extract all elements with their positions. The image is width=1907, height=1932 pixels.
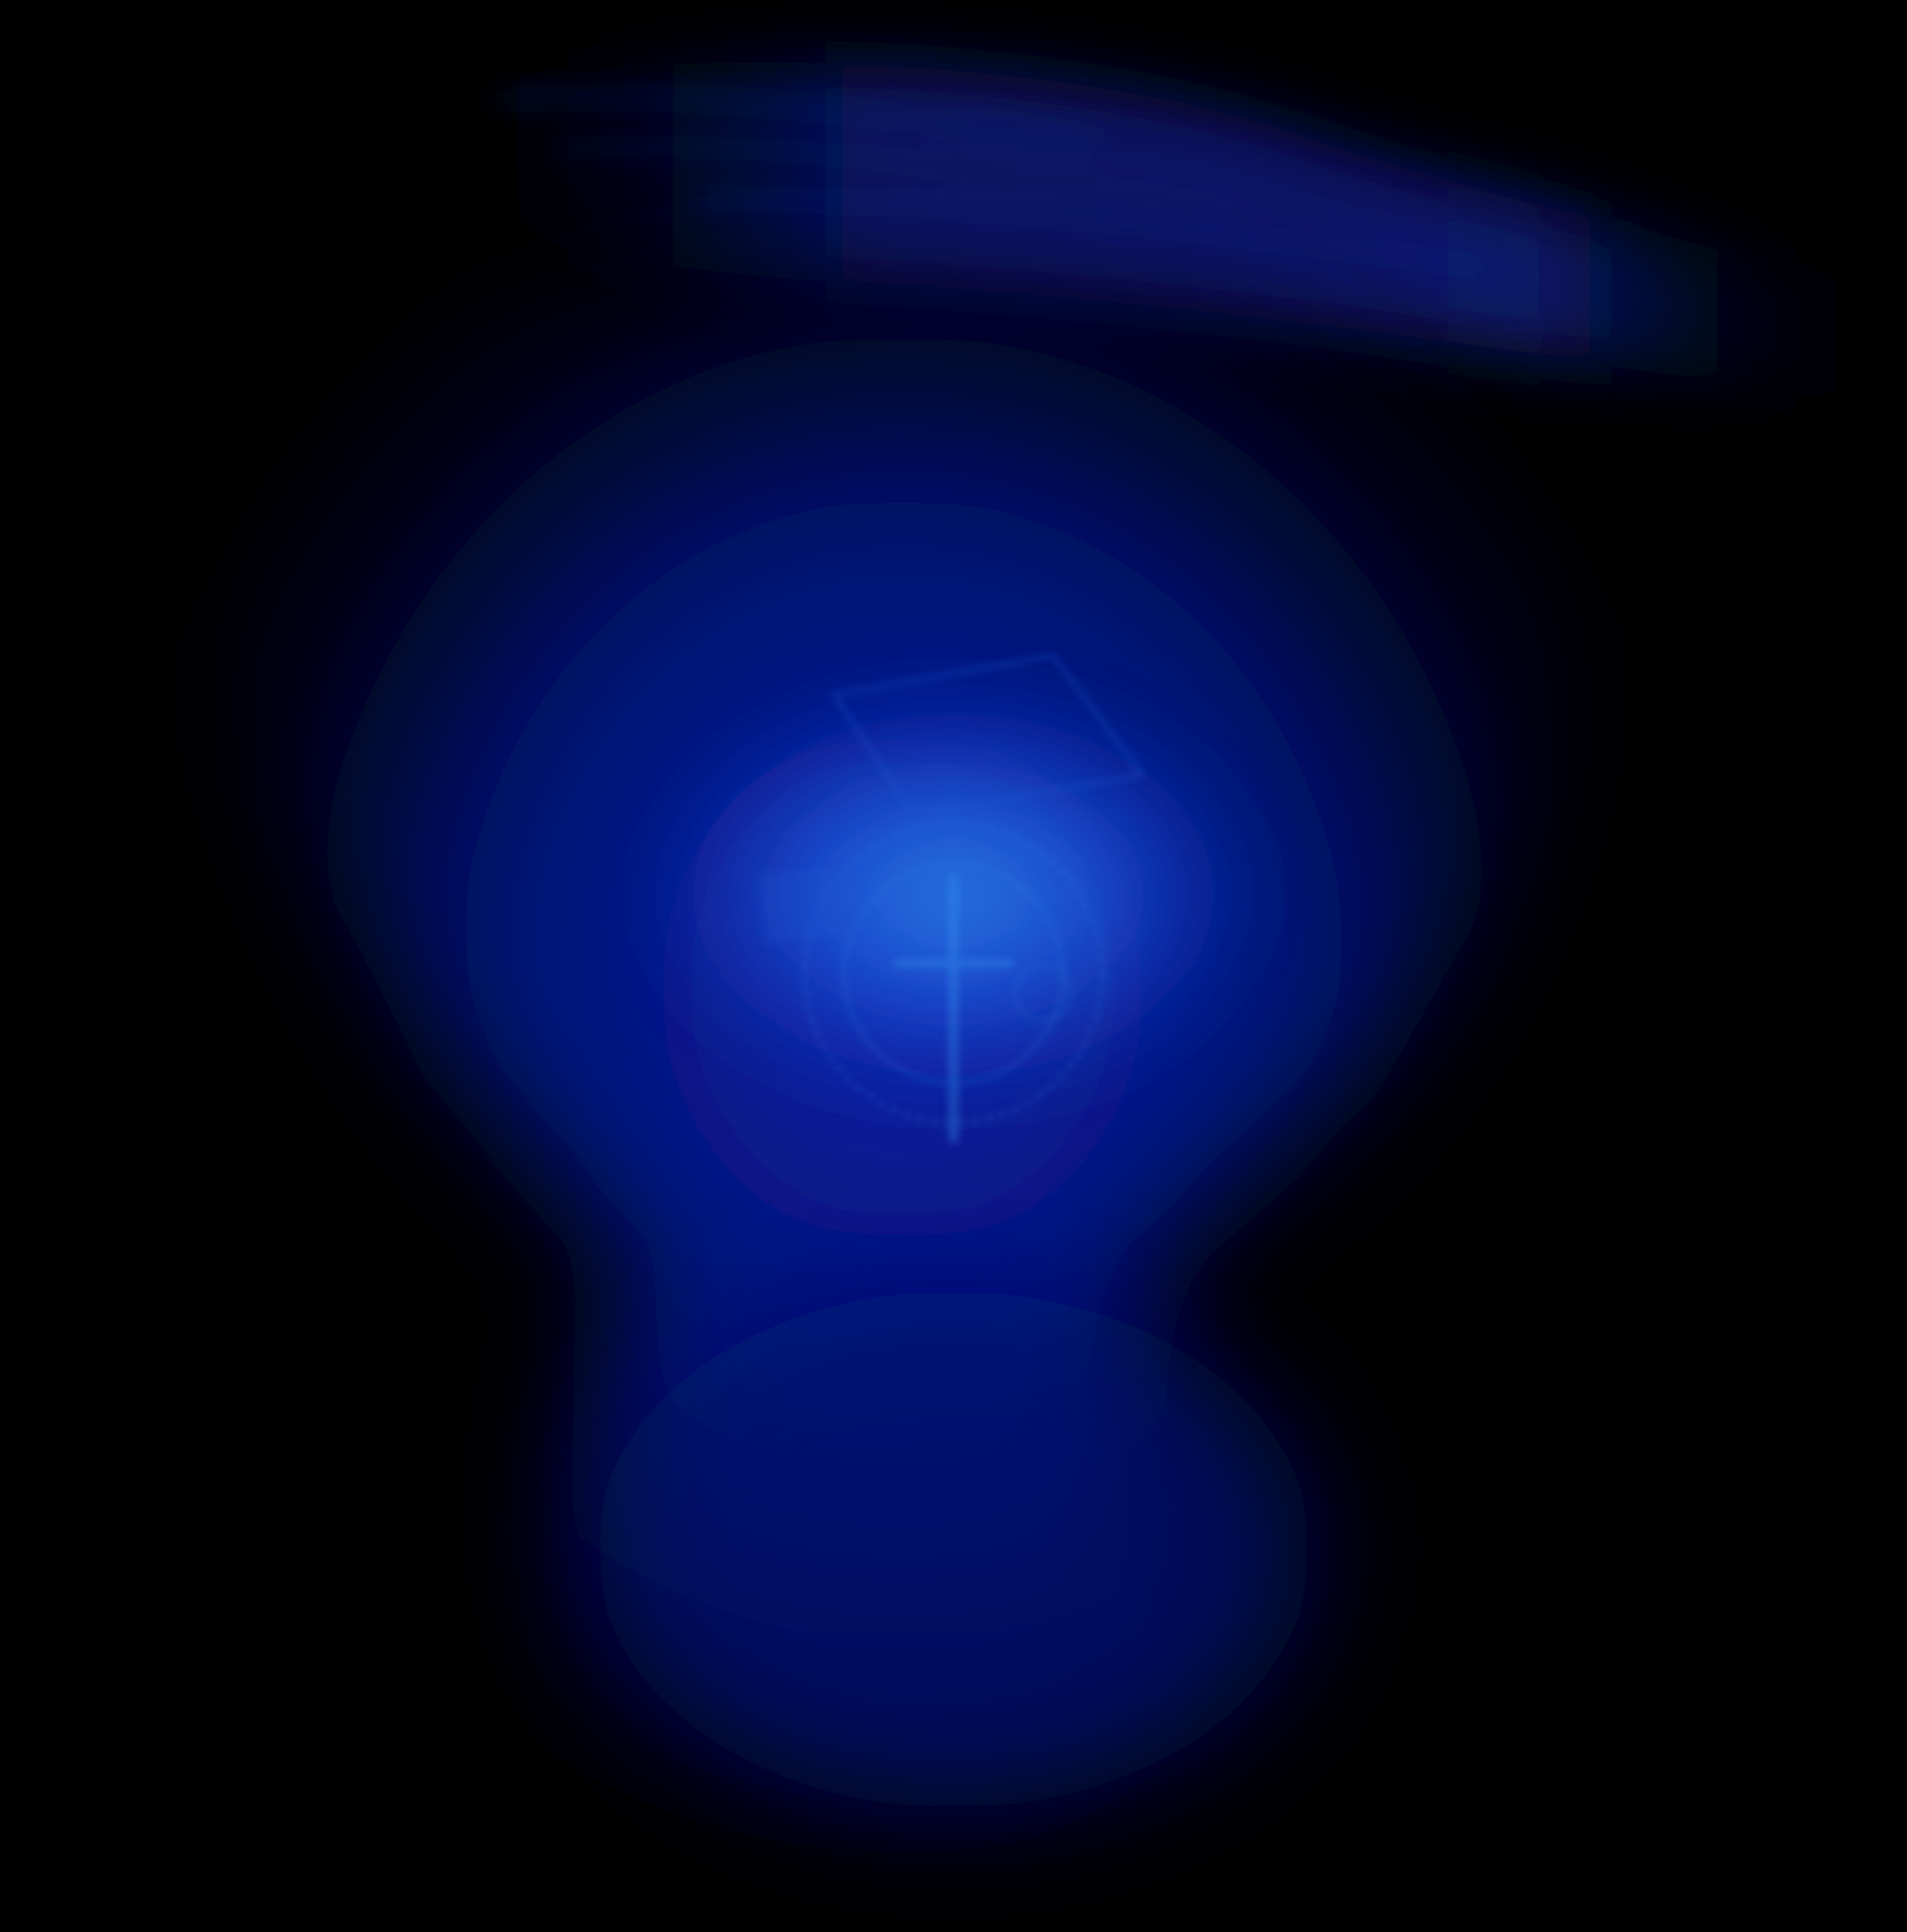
inner-mechanism-silhouette [755, 653, 1147, 1142]
vase-base-glow [596, 1291, 1311, 1808]
ripple-streaks [496, 91, 1590, 273]
